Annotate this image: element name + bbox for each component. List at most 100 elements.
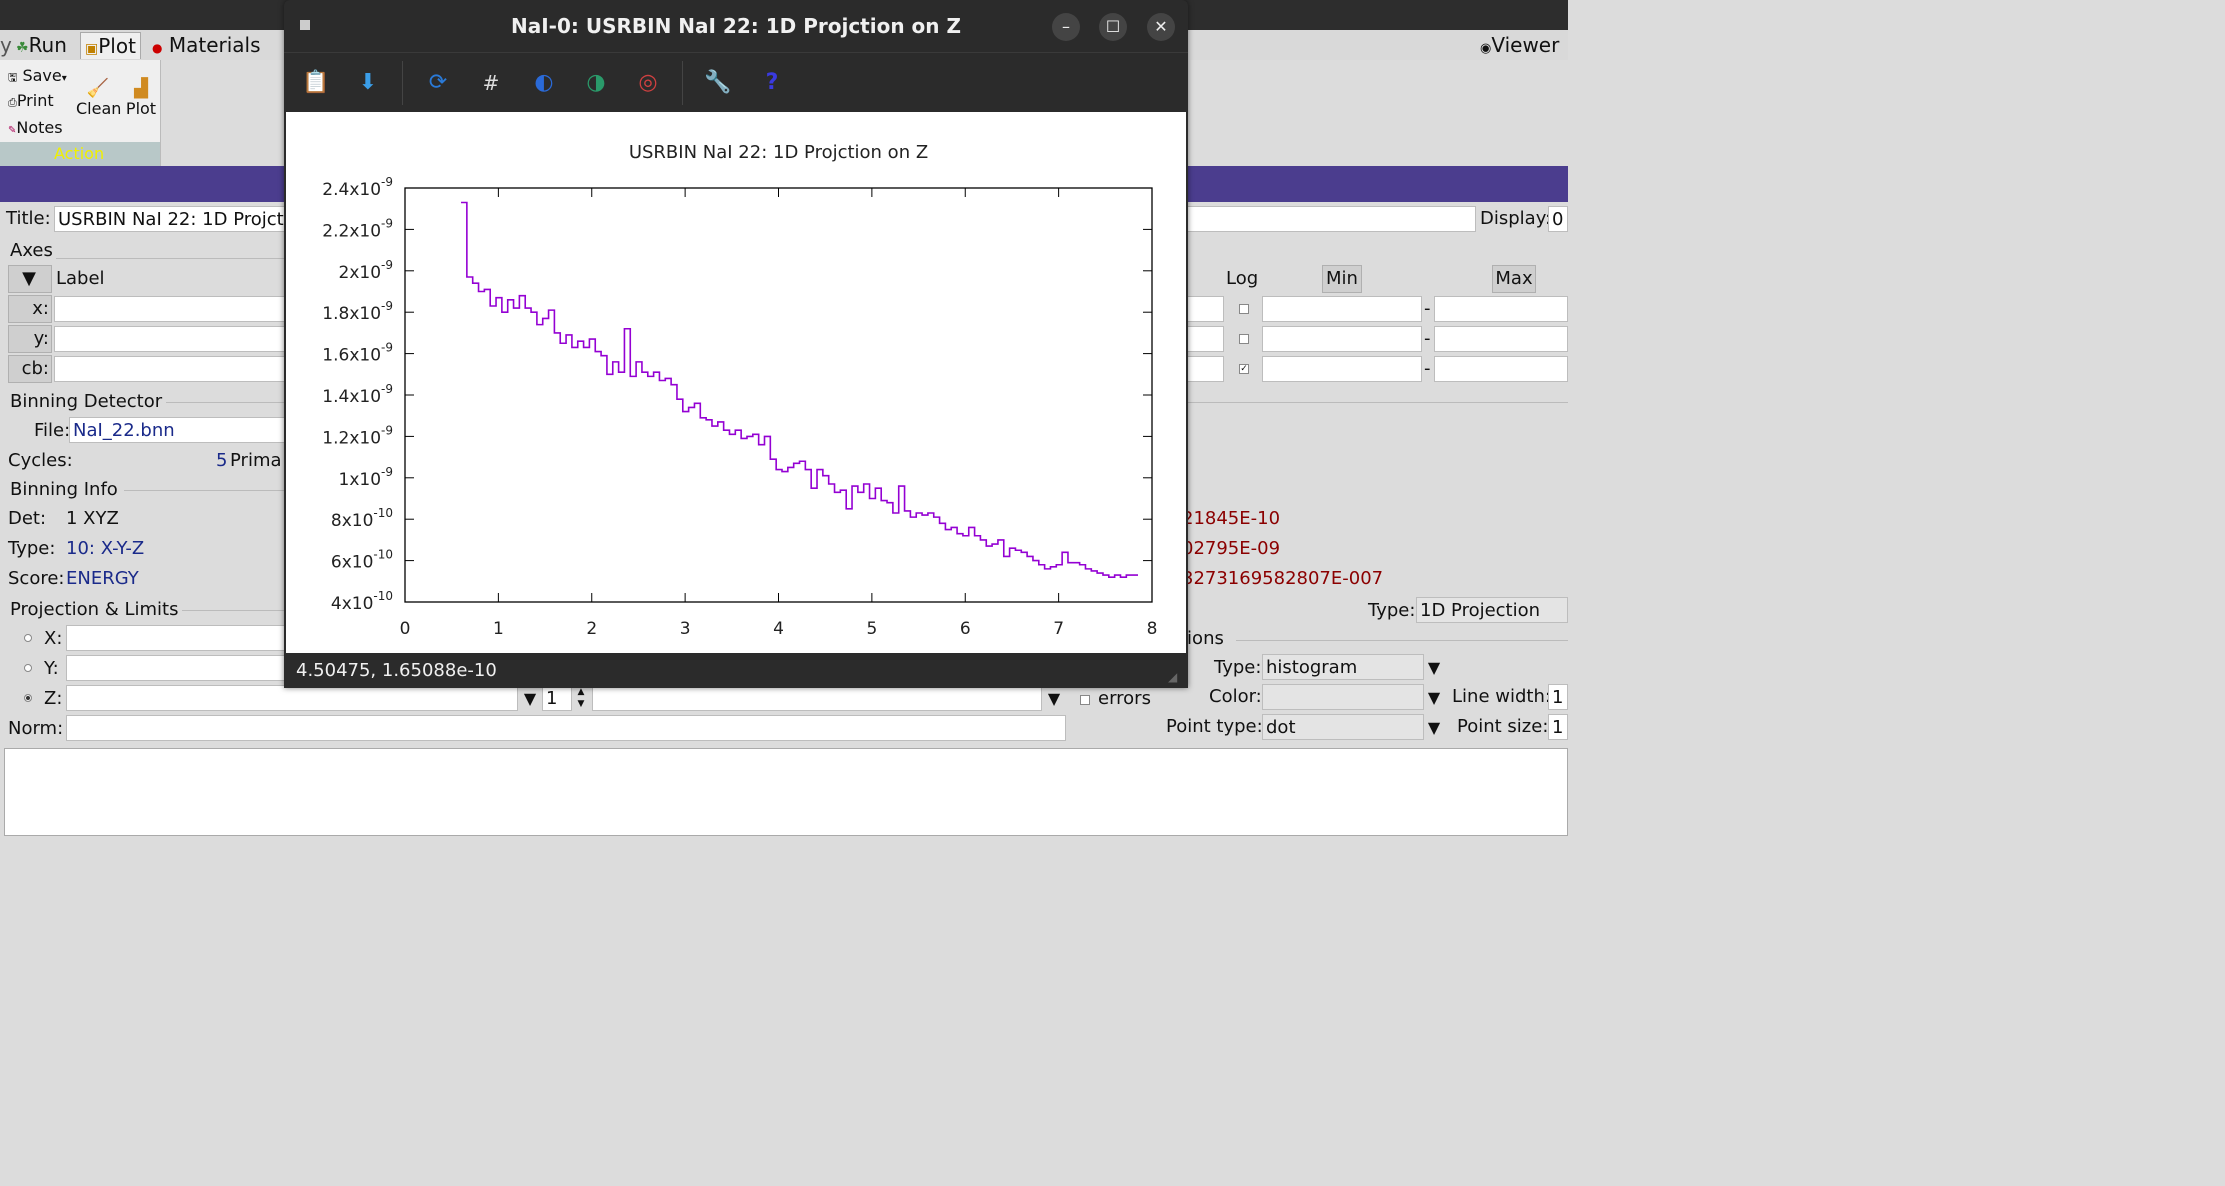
axis-y-label-input[interactable] [54, 326, 286, 352]
projection-type-select[interactable]: 1D Projection [1416, 597, 1568, 623]
print-icon: ⎙ [8, 96, 17, 109]
z-dropdown-button[interactable]: ▼ [520, 686, 540, 712]
tab-plot[interactable]: ▣Plot [80, 32, 141, 59]
viewer-icon: ◉ [1480, 41, 1492, 56]
title-input-continued[interactable] [1186, 206, 1476, 232]
tab-overflow[interactable]: y [0, 33, 12, 57]
axis-cb-label-input[interactable] [54, 356, 286, 382]
norm-input[interactable] [66, 715, 1066, 741]
close-button[interactable]: ✕ [1147, 13, 1175, 41]
triangle-down-icon: ▼ [1427, 688, 1441, 707]
proj-z-label: Z: [44, 688, 63, 709]
unzoom-back-icon[interactable]: ◐ [534, 70, 554, 95]
color-dropdown[interactable]: ▼ [1424, 685, 1444, 711]
y-radio[interactable] [24, 664, 32, 672]
proj-z-limits-input[interactable] [592, 685, 1042, 711]
toolbar-separator [402, 61, 403, 105]
display-input[interactable]: 0 [1548, 206, 1568, 232]
axis-cb-log-checkbox[interactable]: ✓ [1239, 364, 1249, 374]
pointtype-select[interactable]: dot [1262, 714, 1424, 740]
proj-y-input[interactable] [66, 655, 286, 681]
primaries-label: Prima [230, 450, 282, 471]
clean-button[interactable]: 🧹 Clean [76, 78, 122, 118]
replot-icon[interactable]: ⟳ [428, 70, 448, 95]
errors-label: errors [1098, 688, 1151, 709]
axis-y-log-checkbox[interactable] [1239, 334, 1249, 344]
info-value-2: 02795E-09 [1182, 538, 1281, 559]
section-line [166, 402, 286, 403]
spin-arrows-icon[interactable]: ▲ ▼ [577, 687, 585, 709]
axis-x-label-input[interactable] [54, 296, 286, 322]
export-icon[interactable]: ⬇ [358, 70, 378, 95]
linewidth-input[interactable]: 1 [1548, 684, 1568, 710]
axis-cb-extra-input[interactable] [1186, 356, 1224, 382]
errors-checkbox[interactable] [1080, 695, 1090, 705]
cycles-value: 5 [216, 450, 228, 471]
help-icon[interactable]: ? [765, 70, 779, 95]
axis-x-min-input[interactable] [1262, 296, 1422, 322]
section-line [1236, 640, 1568, 641]
options-type-select[interactable]: histogram [1262, 654, 1424, 680]
range-dash: - [1424, 298, 1431, 319]
title-input[interactable]: USRBIN NaI 22: 1D Projcti [54, 206, 294, 232]
axis-y-max-input[interactable] [1434, 326, 1568, 352]
section-line [124, 490, 286, 491]
plot-icon: ▣ [85, 41, 99, 57]
config-icon[interactable]: 🔧 [704, 70, 732, 95]
x-tick-label: 7 [1053, 619, 1064, 639]
x-tick-label: 4 [773, 619, 784, 639]
z-radio[interactable] [24, 694, 32, 702]
axis-cb-label: cb: [8, 355, 52, 383]
resize-grip-icon[interactable]: ◢ [1168, 670, 1178, 684]
x-radio[interactable] [24, 634, 32, 642]
plot-canvas[interactable]: USRBIN NaI 22: 1D Projction on Z 0 1 2 3 4 5 6 7… [286, 112, 1186, 653]
tab-viewer[interactable]: ◉Viewer [1480, 33, 1560, 57]
tab-run[interactable]: ☘Run [16, 33, 67, 57]
triangle-down-icon: ▼ [1427, 718, 1441, 737]
axis-y-min-input[interactable] [1262, 326, 1422, 352]
y-tick-label: 8x10-10 [331, 506, 393, 531]
axis-x-extra-input[interactable] [1186, 296, 1224, 322]
axes-section-title: Axes [10, 240, 53, 261]
cycles-label: Cycles: [8, 450, 73, 471]
proj-x-input[interactable] [66, 625, 286, 651]
pointtype-dropdown[interactable]: ▼ [1424, 715, 1444, 741]
print-button[interactable]: ⎙Print [8, 91, 54, 110]
minimize-button[interactable]: – [1052, 13, 1080, 41]
unzoom-all-icon[interactable]: ◎ [638, 70, 658, 95]
axis-y-extra-input[interactable] [1186, 326, 1224, 352]
axis-cb-max-input[interactable] [1434, 356, 1568, 382]
proj-x-label: X: [44, 628, 63, 649]
maximize-button[interactable]: ☐ [1099, 13, 1127, 41]
ribbon-group-action[interactable]: Action [0, 142, 160, 166]
options-type-dropdown[interactable]: ▼ [1424, 655, 1444, 681]
grid-icon[interactable]: # [482, 71, 500, 95]
axes-max-header[interactable]: Max [1492, 265, 1536, 293]
unzoom-forward-icon[interactable]: ◑ [586, 70, 606, 95]
axis-x-label: x: [8, 295, 52, 323]
axes-min-header[interactable]: Min [1322, 265, 1362, 293]
pointsize-input[interactable]: 1 [1548, 714, 1568, 740]
triangle-down-icon: ▼ [523, 689, 537, 708]
notes-button[interactable]: ✎Notes [8, 118, 63, 137]
proj-z-input[interactable] [66, 685, 518, 711]
file-input[interactable]: NaI_22.bnn [69, 417, 286, 443]
z-spinbox[interactable]: 1 [542, 685, 572, 711]
axis-x-log-checkbox[interactable] [1239, 304, 1249, 314]
options-type-label: Type: [1214, 657, 1262, 678]
plot-button[interactable]: ▟ Plot [125, 78, 157, 118]
run-icon: ☘ [16, 40, 29, 56]
tab-materials[interactable]: ● Materials [152, 33, 261, 57]
axis-x-max-input[interactable] [1434, 296, 1568, 322]
limits-dropdown-button[interactable]: ▼ [1044, 686, 1064, 712]
axes-toggle-button[interactable]: ▼ [8, 265, 52, 293]
copy-icon[interactable]: 📋 [302, 70, 330, 95]
gnuplot-window: NaI-0: USRBIN NaI 22: 1D Projction on Z … [284, 0, 1188, 688]
output-area[interactable] [4, 748, 1568, 836]
file-label: File: [34, 420, 71, 441]
axis-cb-min-input[interactable] [1262, 356, 1422, 382]
save-button[interactable]: 🖫 Save▾ [8, 66, 67, 85]
color-select[interactable] [1262, 684, 1424, 710]
notes-icon: ✎ [8, 125, 17, 136]
info-value-3: 3273169582807E-007 [1182, 568, 1384, 589]
